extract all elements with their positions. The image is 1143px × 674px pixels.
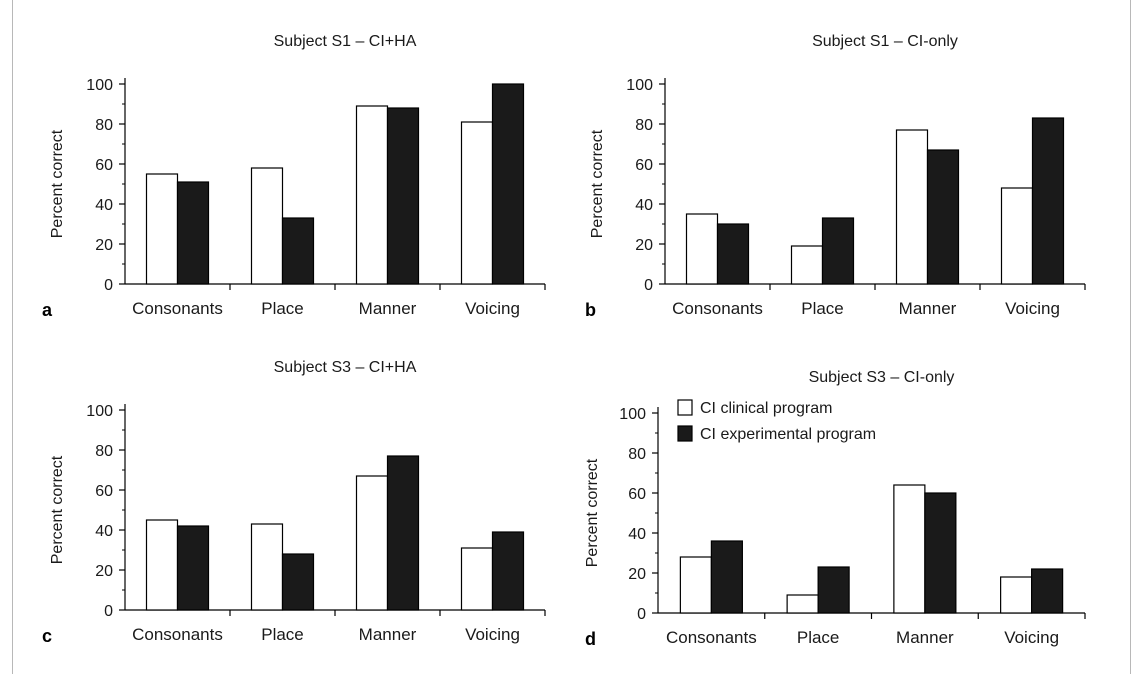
bar-manner-clinical (893, 484, 926, 614)
x-category-label: Place (261, 299, 304, 318)
x-category-label: Consonants (132, 299, 223, 318)
bar-manner-experimental (926, 149, 960, 285)
y-tick-label: 100 (86, 403, 113, 420)
bar-consonants-clinical (679, 556, 712, 614)
bar-manner-experimental (924, 492, 957, 614)
x-category-label: Manner (899, 299, 957, 318)
legend-swatch (677, 425, 693, 442)
y-tick-label: 20 (635, 237, 653, 254)
x-category-label: Manner (359, 625, 417, 644)
x-category-label: Voicing (465, 625, 520, 644)
bar-manner-experimental (386, 107, 420, 285)
y-axis-label: Percent correct (584, 458, 601, 567)
bar-consonants-experimental (176, 525, 210, 611)
x-category-label: Voicing (465, 299, 520, 318)
chart-title: Subject S3 – CI+HA (274, 359, 417, 376)
x-category-label: Voicing (1004, 628, 1059, 647)
y-tick-label: 80 (95, 443, 113, 460)
legend-label: CI clinical program (700, 400, 832, 417)
bar-manner-clinical (355, 475, 389, 611)
chart-panel-c: Subject S3 – CI+HA 0 20 40 60 80 100 Percent co… (0, 326, 560, 656)
bar-chart-c: Subject S3 – CI+HA 0 20 40 60 80 100 Percent co… (42, 359, 546, 646)
bar-place-clinical (250, 523, 284, 611)
y-tick-label: 60 (95, 157, 113, 174)
y-tick-label: 20 (95, 563, 113, 580)
panel-label: c (42, 626, 52, 646)
bar-manner-clinical (355, 105, 389, 285)
chart-title: Subject S1 – CI-only (812, 33, 958, 50)
bar-voicing-clinical (460, 547, 494, 611)
y-tick-label: 100 (86, 77, 113, 94)
x-category-label: Place (261, 625, 304, 644)
x-category-label: Manner (359, 299, 417, 318)
figure-frame (12, 0, 1131, 674)
y-tick-label: 60 (628, 486, 646, 503)
y-tick-label: 60 (635, 157, 653, 174)
bar-voicing-experimental (491, 531, 525, 611)
y-tick-label: 20 (95, 237, 113, 254)
bar-chart-b: Subject S1 – CI-only 0 20 40 60 80 100 Percent … (585, 33, 1086, 320)
y-tick-label: 80 (635, 117, 653, 134)
bar-consonants-clinical (145, 173, 179, 285)
y-tick-label: 0 (637, 606, 646, 623)
y-tick-label: 60 (95, 483, 113, 500)
x-category-label: Voicing (1005, 299, 1060, 318)
y-tick-label: 40 (95, 197, 113, 214)
chart-title: Subject S3 – CI-only (809, 369, 955, 386)
y-tick-label: 100 (619, 406, 646, 423)
bar-voicing-experimental (1031, 117, 1065, 285)
y-axis-label: Percent correct (49, 129, 66, 238)
bar-place-clinical (250, 167, 284, 285)
bar-voicing-clinical (1000, 187, 1034, 285)
bar-consonants-clinical (685, 213, 719, 285)
y-tick-label: 40 (95, 523, 113, 540)
x-category-label: Place (797, 628, 840, 647)
bar-place-experimental (817, 566, 850, 614)
bar-place-clinical (790, 245, 824, 285)
bar-manner-clinical (895, 129, 929, 285)
bar-place-experimental (281, 217, 315, 285)
legend-swatch (677, 399, 693, 416)
chart-panel-d: Subject S3 – CI-only 0 20 40 60 80 100 Percent … (540, 330, 1100, 660)
y-axis-label: Percent correct (589, 129, 606, 238)
bar-consonants-experimental (716, 223, 750, 285)
chart-panel-b: Subject S1 – CI-only 0 20 40 60 80 100 Percent … (540, 0, 1100, 330)
panel-label: d (585, 629, 596, 649)
bar-place-clinical (786, 594, 819, 614)
y-tick-label: 80 (95, 117, 113, 134)
y-tick-label: 40 (635, 197, 653, 214)
y-tick-label: 0 (104, 603, 113, 620)
bar-place-experimental (281, 553, 315, 611)
bar-voicing-experimental (491, 83, 525, 285)
bar-consonants-clinical (145, 519, 179, 611)
chart-panel-a: Subject S1 – CI+HA 0 20 40 60 80 100 Percent co… (0, 0, 560, 330)
y-tick-label: 0 (104, 277, 113, 294)
chart-title: Subject S1 – CI+HA (274, 33, 417, 50)
panel-label: b (585, 300, 596, 320)
bar-voicing-clinical (460, 121, 494, 285)
bar-manner-experimental (386, 455, 420, 611)
x-category-label: Consonants (666, 628, 757, 647)
bar-chart-d: Subject S3 – CI-only 0 20 40 60 80 100 Percent … (584, 369, 1086, 649)
bar-consonants-experimental (176, 181, 210, 285)
x-category-label: Consonants (132, 625, 223, 644)
x-category-label: Place (801, 299, 844, 318)
y-tick-label: 80 (628, 446, 646, 463)
bar-voicing-clinical (1000, 576, 1033, 614)
legend-label: CI experimental program (700, 426, 876, 443)
y-tick-label: 40 (628, 526, 646, 543)
bar-consonants-experimental (710, 540, 743, 614)
x-category-label: Consonants (672, 299, 763, 318)
bar-voicing-experimental (1031, 568, 1064, 614)
y-axis-label: Percent correct (49, 455, 66, 564)
panel-label: a (42, 300, 53, 320)
bar-chart-a: Subject S1 – CI+HA 0 20 40 60 80 100 Percent co… (42, 33, 546, 320)
y-tick-label: 100 (626, 77, 653, 94)
y-tick-label: 0 (644, 277, 653, 294)
y-tick-label: 20 (628, 566, 646, 583)
x-category-label: Manner (896, 628, 954, 647)
bar-place-experimental (821, 217, 855, 285)
